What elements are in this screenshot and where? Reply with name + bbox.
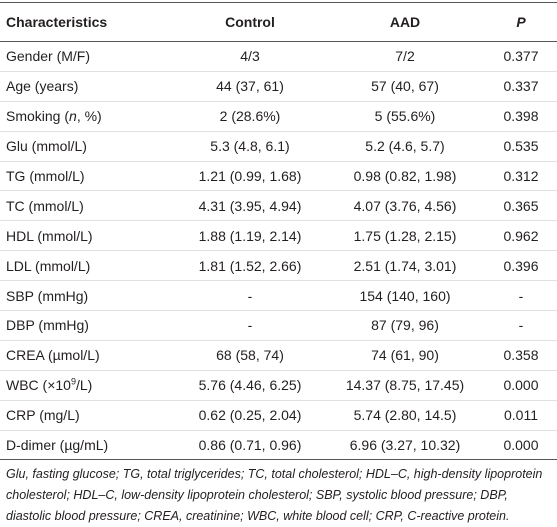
column-header: P <box>485 2 557 42</box>
table-row: DBP (mmHg) -87 (79, 96) - <box>0 310 557 341</box>
table-row: LDL (mmol/L) 1.81 (1.52, 2.66) 2.51 (1.74,… <box>0 250 557 282</box>
cell: 1.21 (0.99, 1.68) <box>175 161 325 192</box>
cell: 87 (79, 96) <box>325 310 485 341</box>
footnote: Glu, fasting glucose; TG, total triglyce… <box>6 467 543 524</box>
data-table: Characteristics Control AAD P Gender (M/F) 4… <box>0 2 557 461</box>
cell: - <box>175 280 325 312</box>
cell: 14.37 (8.75, 17.45) <box>325 370 485 401</box>
cell: 5.3 (4.8, 6.1) <box>175 131 325 162</box>
column-header: Control <box>175 2 325 42</box>
label-part: Smoking ( <box>6 108 70 125</box>
table-row: SBP (mmHg) -154 (140, 160) - <box>0 280 557 312</box>
header-row: Characteristics Control AAD P <box>0 2 557 42</box>
cell: 0.396 <box>485 250 557 282</box>
table-row: TC (mmol/L) 4.31 (3.95, 4.94) 4.07 (3.76, … <box>0 190 557 222</box>
cell: 0.337 <box>485 71 557 102</box>
label-part: WBC (×10 <box>6 377 71 394</box>
cell: 74 (61, 90) <box>325 340 485 371</box>
table-row: Gender (M/F) 4/3 7/2 0.377 <box>0 41 557 72</box>
table-body: Gender (M/F) 4/3 7/2 0.377 Age (years) 44 (37… <box>0 41 557 460</box>
cell: 1.81 (1.52, 2.66) <box>175 250 325 282</box>
cell: 68 (58, 74) <box>175 340 325 371</box>
row-label: Smoking (n, %) <box>0 101 175 132</box>
cell: 44 (37, 61) <box>175 71 325 102</box>
cell: 0.398 <box>485 101 557 132</box>
cell: 0.98 (0.82, 1.98) <box>325 161 485 192</box>
cell: 4/3 <box>175 41 325 72</box>
cell: 0.365 <box>485 190 557 222</box>
cell: 5 (55.6%) <box>325 101 485 132</box>
cell: 0.312 <box>485 161 557 192</box>
row-label: LDL (mmol/L) <box>0 250 175 282</box>
cell: 5.76 (4.46, 6.25) <box>175 370 325 401</box>
row-label: CRP (mg/L) <box>0 400 175 431</box>
cell: 5.2 (4.6, 5.7) <box>325 131 485 162</box>
row-label: WBC (×109/L) <box>0 370 175 401</box>
cell: 2.51 (1.74, 3.01) <box>325 250 485 282</box>
cell: 1.75 (1.28, 2.15) <box>325 220 485 252</box>
cell: 154 (140, 160) <box>325 280 485 312</box>
column-header: AAD <box>325 2 485 42</box>
row-label: Gender (M/F) <box>0 41 175 72</box>
cell: 7/2 <box>325 41 485 72</box>
cell: 5.74 (2.80, 14.5) <box>325 400 485 431</box>
cell: 57 (40, 67) <box>325 71 485 102</box>
cell: 0.358 <box>485 340 557 371</box>
row-label: DBP (mmHg) <box>0 310 175 341</box>
cell: 4.07 (3.76, 4.56) <box>325 190 485 222</box>
table-row: CREA (µmol/L) 68 (58, 74) 74 (61, 90) 0.358 <box>0 340 557 371</box>
cell: 0.86 (0.71, 0.96) <box>198 437 302 454</box>
label-part: , %) <box>76 108 102 125</box>
cell: - <box>485 280 557 312</box>
cell: 0.962 <box>485 220 557 252</box>
column-header: Characteristics <box>0 2 175 42</box>
table-row: CRP (mg/L) 0.62 (0.25, 2.04) 5.74 (2.80, 1… <box>0 400 557 431</box>
table-row: Glu (mmol/L) 5.3 (4.8, 6.1) 5.2 (4.6, 5.7)… <box>0 131 557 162</box>
row-label: Glu (mmol/L) <box>0 131 175 162</box>
table-row: D-dimer (µg/mL) 0.86 (0.71, 0.96) 6.96 (3.… <box>0 430 557 460</box>
row-label: Age (years) <box>0 71 175 102</box>
cell: 0.62 (0.25, 2.04) <box>175 400 325 431</box>
label-part: /L) <box>75 377 93 394</box>
table-row: Age (years) 44 (37, 61) 57 (40, 67) 0.337 <box>0 71 557 102</box>
table-row: TG (mmol/L) 1.21 (0.99, 1.68) 0.98 (0.82, … <box>0 161 557 192</box>
row-label: D-dimer (µg/mL) <box>6 437 109 454</box>
cell: 0.377 <box>485 41 557 72</box>
row-label: TC (mmol/L) <box>0 190 175 222</box>
table-row: Smoking (n, %) 2 (28.6%) 5 (55.6%) 0.398 <box>0 101 557 132</box>
cell: 4.31 (3.95, 4.94) <box>175 190 325 222</box>
table-row: WBC (×109/L) 5.76 (4.46, 6.25) 14.37 (8.75… <box>0 370 557 401</box>
cell: 0.011 <box>485 400 557 431</box>
cell: - <box>175 310 325 341</box>
row-label: TG (mmol/L) <box>0 161 175 192</box>
cell: 1.88 (1.19, 2.14) <box>175 220 325 252</box>
table-row: HDL (mmol/L) 1.88 (1.19, 2.14) 1.75 (1.28,… <box>0 220 557 252</box>
row-label: CREA (µmol/L) <box>0 340 175 371</box>
cell: 6.96 (3.27, 10.32) <box>349 437 461 454</box>
cell: 0.000 <box>485 370 557 401</box>
label-part: n <box>69 108 77 125</box>
cell: 0.000 <box>503 437 539 454</box>
cell: 2 (28.6%) <box>175 101 325 132</box>
cell: 0.535 <box>485 131 557 162</box>
row-label: SBP (mmHg) <box>0 280 175 312</box>
row-label: HDL (mmol/L) <box>0 220 175 252</box>
cell: - <box>485 310 557 341</box>
label-part: 9 <box>70 376 76 387</box>
